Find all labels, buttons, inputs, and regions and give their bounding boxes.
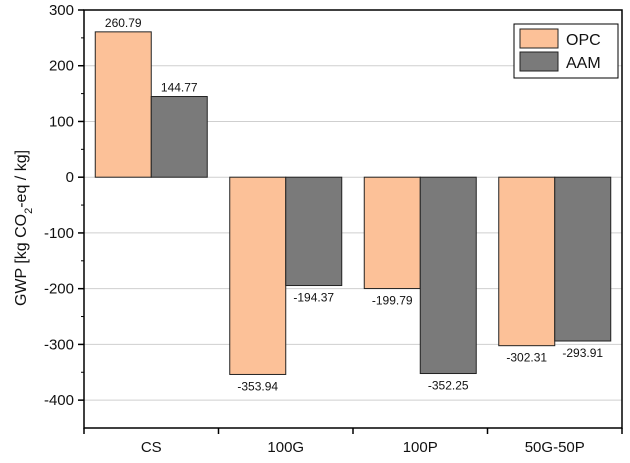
bar-value-label: -352.25: [428, 379, 469, 393]
bar-opc: [94, 31, 152, 178]
y-tick-label: 100: [49, 113, 74, 130]
bar-opc: [229, 176, 287, 375]
bar-aam: [285, 176, 343, 287]
bar-aam: [419, 176, 477, 375]
legend-label-aam: AAM: [566, 55, 601, 72]
legend: OPC AAM: [513, 23, 619, 79]
bar-value-label: 260.79: [105, 16, 142, 30]
y-tick-label: 300: [49, 2, 74, 19]
data-labels: 260.79 144.77 -353.94 -194.37 -199.79 -352.25…: [105, 16, 604, 394]
y-tick-label: -200: [44, 281, 74, 298]
axes: [78, 9, 623, 434]
bar-value-label: -293.91: [562, 346, 603, 360]
legend-swatch-aam: [519, 51, 559, 72]
legend-label-opc: OPC: [566, 32, 601, 49]
bar-value-label: -353.94: [237, 379, 278, 393]
bar-value-label: -302.31: [506, 351, 547, 365]
bar-value-label: 144.77: [161, 81, 198, 95]
bar-aam: [150, 96, 208, 178]
bar-opc: [363, 176, 421, 290]
tick-labels: -400 -300 -200 -100 0 100 200 300 CS 100G 100P 50G-…: [44, 2, 585, 456]
y-tick-label: -400: [44, 392, 74, 409]
x-tick-label: CS: [141, 439, 162, 456]
bar-value-label: -194.37: [293, 291, 334, 305]
y-tick-label: 200: [49, 58, 74, 75]
y-tick-label: -100: [44, 225, 74, 242]
plot-frame: [83, 9, 623, 429]
y-axis-title: GWP [kg CO2-eq / kg]: [13, 150, 35, 306]
x-tick-label: 100G: [267, 439, 304, 456]
y-tick-label: -300: [44, 336, 74, 353]
legend-swatch-opc: [519, 28, 559, 49]
x-tick-label: 50G-50P: [525, 439, 585, 456]
bars: [94, 31, 612, 375]
x-tick-label: 100P: [403, 439, 438, 456]
bar-value-label: -199.79: [372, 294, 413, 308]
bar-opc: [498, 176, 556, 347]
bar-aam: [554, 176, 612, 342]
y-tick-label: 0: [66, 169, 74, 186]
